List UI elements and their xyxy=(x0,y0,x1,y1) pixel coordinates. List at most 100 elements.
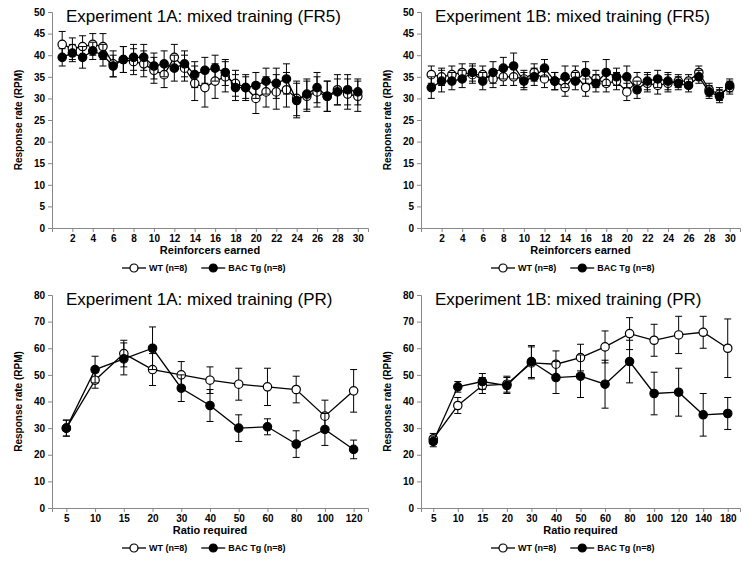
x-tick: 40 xyxy=(551,508,563,524)
data-point xyxy=(427,83,435,91)
error-bar-cap xyxy=(551,72,558,73)
error-bar-cap xyxy=(675,316,682,317)
error-bar xyxy=(293,83,300,118)
x-axis: 24681012141618202224262830 xyxy=(53,228,369,244)
error-bar xyxy=(651,372,658,415)
error-bar-cap xyxy=(438,68,445,69)
x-tick-label: 20 xyxy=(622,233,634,244)
error-bar-cap xyxy=(59,66,66,67)
y-tick: 50 xyxy=(34,370,52,381)
error-bar-cap xyxy=(59,48,66,49)
y-tick-mark xyxy=(48,481,52,482)
error-bar-cap xyxy=(314,107,321,108)
error-bar xyxy=(264,419,271,435)
error-bar-cap xyxy=(531,68,538,69)
x-tick-mark xyxy=(544,228,545,232)
y-axis-title: Response rate (RPM) xyxy=(382,351,393,452)
x-tick: 50 xyxy=(575,508,587,524)
error-bar-cap xyxy=(490,83,497,84)
error-bar-cap xyxy=(706,83,713,84)
series-line xyxy=(433,362,727,442)
error-bar-cap xyxy=(283,107,290,108)
data-point xyxy=(479,77,487,85)
y-tick-mark xyxy=(417,185,421,186)
y-tick-label: 30 xyxy=(34,93,46,104)
data-point xyxy=(674,79,682,87)
error-bar-cap xyxy=(651,356,658,357)
error-bar-cap xyxy=(212,98,219,99)
error-bar xyxy=(664,75,671,92)
error-bar-cap xyxy=(69,61,76,62)
error-bar-cap xyxy=(149,385,156,386)
series-line xyxy=(62,51,358,101)
data-point xyxy=(282,75,290,83)
error-bar xyxy=(264,368,271,405)
error-bar-cap xyxy=(572,89,579,90)
legend-label: WT (n=8) xyxy=(518,263,556,273)
x-tick-label: 60 xyxy=(600,513,612,524)
y-tick-label: 50 xyxy=(34,7,46,18)
error-bar xyxy=(79,47,86,69)
y-axis: 05101520253035404550 xyxy=(34,7,53,234)
error-bar xyxy=(140,44,147,70)
x-tick-mark xyxy=(267,508,268,512)
error-bar-cap xyxy=(178,401,185,402)
error-bar-cap xyxy=(293,376,300,377)
y-tick-label: 30 xyxy=(34,423,46,434)
error-bar-cap xyxy=(130,74,137,75)
error-bar-cap xyxy=(700,316,707,317)
error-bar xyxy=(654,70,661,87)
error-bar-cap xyxy=(726,94,733,95)
error-bar-cap xyxy=(303,111,310,112)
error-bar-cap xyxy=(350,369,357,370)
error-bar-cap xyxy=(324,81,331,82)
legend-item: WT (n=8) xyxy=(122,543,187,553)
error-bar-cap xyxy=(623,66,630,67)
error-bar-cap xyxy=(528,345,535,346)
error-bar xyxy=(207,367,214,394)
error-bar-cap xyxy=(716,89,723,90)
y-tick: 80 xyxy=(403,290,421,301)
error-bar-cap xyxy=(149,326,156,327)
error-bar-cap xyxy=(232,100,239,101)
data-point xyxy=(170,64,178,72)
x-tick: 12 xyxy=(539,228,551,244)
data-point xyxy=(540,64,548,72)
x-tick-mark xyxy=(606,228,607,232)
error-bar xyxy=(644,72,651,89)
y-tick-mark xyxy=(48,55,52,56)
data-point xyxy=(333,88,341,96)
x-tick-mark xyxy=(113,228,114,232)
x-tick: 80 xyxy=(291,508,303,524)
x-tick: 180 xyxy=(720,508,737,524)
error-bar-cap xyxy=(479,66,486,67)
error-bar-cap xyxy=(140,70,147,71)
y-tick-mark xyxy=(48,402,52,403)
error-bar-cap xyxy=(651,372,658,373)
error-bar-cap xyxy=(541,87,548,88)
y-tick-label: 0 xyxy=(39,503,45,514)
y-tick-label: 30 xyxy=(403,93,415,104)
error-bar-cap xyxy=(120,342,127,343)
x-tick: 15 xyxy=(119,508,131,524)
error-bar-cap xyxy=(79,35,86,36)
error-bar-cap xyxy=(503,377,510,378)
error-bar xyxy=(675,368,682,416)
error-bar-cap xyxy=(293,430,300,431)
x-tick-label: 22 xyxy=(271,233,283,244)
error-bar-cap xyxy=(350,412,357,413)
y-tick-mark xyxy=(48,163,52,164)
x-tick: 8 xyxy=(501,228,507,244)
error-bar xyxy=(181,55,188,81)
data-point xyxy=(724,409,732,417)
error-bar xyxy=(528,346,535,378)
error-bar-cap xyxy=(63,436,70,437)
x-tick-mark xyxy=(458,508,459,512)
y-tick: 20 xyxy=(34,136,52,147)
x-tick-label: 4 xyxy=(460,233,466,244)
data-point xyxy=(292,385,300,393)
data-point xyxy=(99,51,107,59)
error-bar-cap xyxy=(99,33,106,34)
data-point xyxy=(454,401,462,409)
error-bar-cap xyxy=(716,87,723,88)
